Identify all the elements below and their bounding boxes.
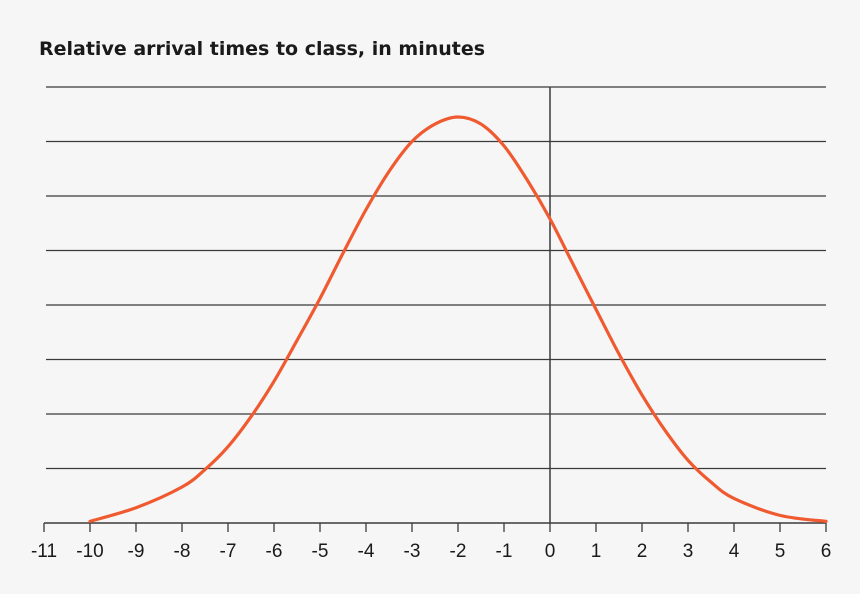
x-tick-label: 0 (545, 541, 556, 562)
x-tick-label: 1 (591, 541, 602, 562)
x-tick-label: -10 (76, 541, 103, 562)
series-line-1 (88, 115, 828, 523)
x-tick-label: 2 (637, 541, 648, 562)
x-tick-label: -3 (404, 541, 421, 562)
x-tick-label: -4 (358, 541, 375, 562)
x-tick-label: -5 (312, 541, 329, 562)
x-tick-label: -9 (128, 541, 145, 562)
chart-title: Relative arrival times to class, in minu… (39, 38, 486, 60)
x-tick-label: 5 (775, 541, 786, 562)
axes (44, 87, 826, 524)
series-layer (88, 115, 828, 523)
gridlines (46, 86, 826, 470)
x-tick-label: -8 (174, 541, 191, 562)
x-tick-label: -2 (450, 541, 467, 562)
x-tick-label: -11 (31, 541, 57, 562)
x-tick-label: 3 (683, 541, 694, 562)
x-tick-label: -7 (220, 541, 237, 562)
x-tick-label: -1 (496, 541, 513, 562)
x-tick-label: -6 (266, 541, 283, 562)
x-tick-label: 6 (821, 541, 832, 562)
x-axis-ticks: -11 -10 -9 -8 -7 -6 -5 -4 -3 -2 -1 0 1 2 3 4 5 6 (31, 523, 831, 562)
x-tick-label: 4 (729, 541, 740, 562)
